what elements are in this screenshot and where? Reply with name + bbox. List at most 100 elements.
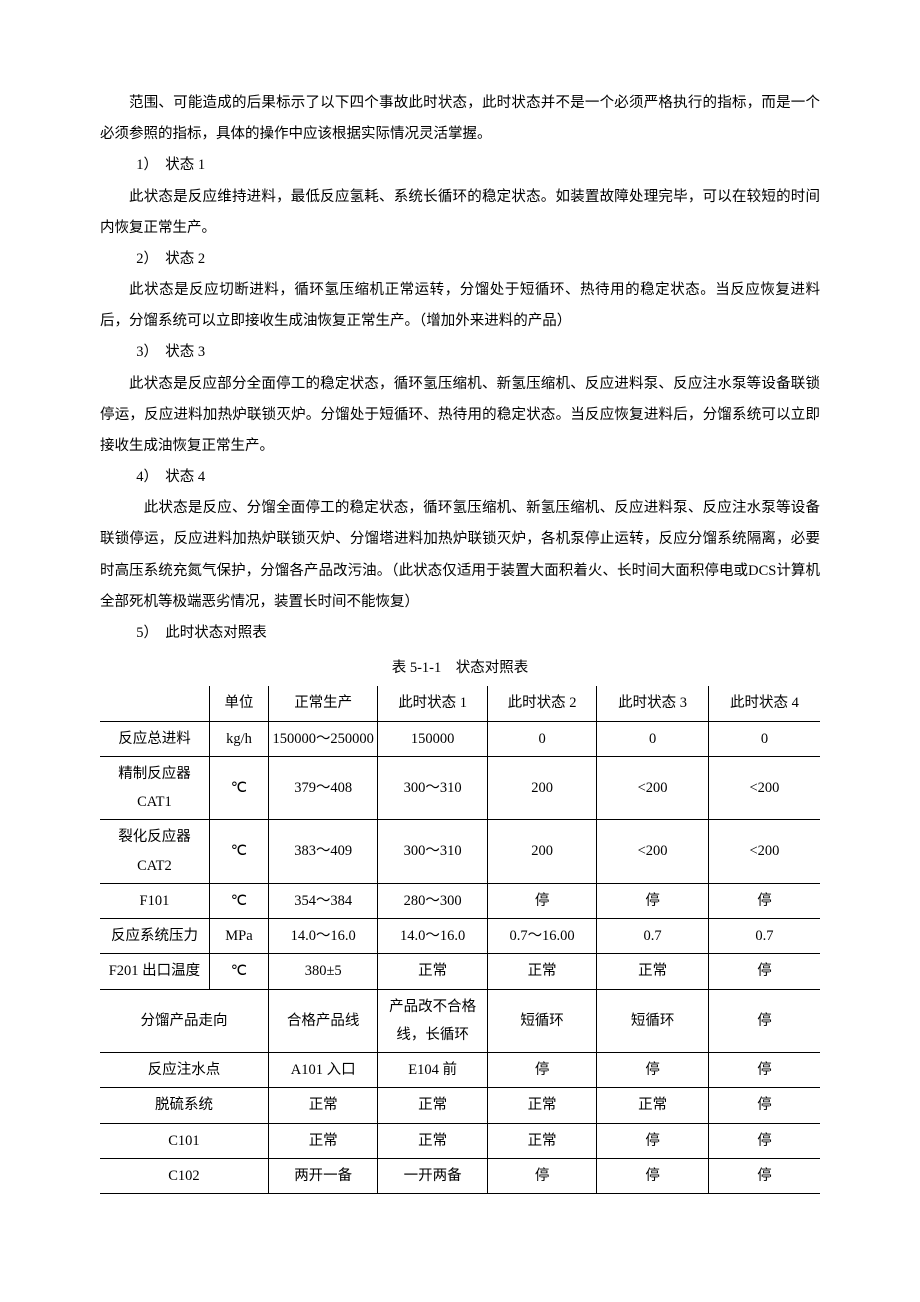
table-cell: 正常: [378, 954, 487, 989]
header-normal: 正常生产: [268, 686, 377, 721]
table-cell: 正常: [597, 954, 709, 989]
header-state2: 此时状态 2: [487, 686, 596, 721]
table-cell: 精制反应器CAT1: [100, 756, 209, 820]
table-cell: 正常: [487, 1123, 596, 1158]
table-cell: 停: [597, 883, 709, 918]
table-cell: 0.7: [708, 919, 820, 954]
table-cell: 裂化反应器CAT2: [100, 820, 209, 884]
state1-body: 此状态是反应维持进料，最低反应氢耗、系统长循环的稳定状态。如装置故障处理完毕，可…: [100, 182, 820, 244]
state4-heading: 4） 状态 4: [100, 462, 820, 493]
table-cell: 14.0～16.0: [268, 919, 377, 954]
table-cell: kg/h: [209, 721, 268, 756]
table-cell-label: 脱硫系统: [100, 1088, 268, 1123]
table-row: 裂化反应器CAT2℃383～409300～310200<200<200: [100, 820, 820, 884]
table-cell: 正常: [487, 954, 596, 989]
table-row: C101正常正常正常停停: [100, 1123, 820, 1158]
table-cell-label: 反应注水点: [100, 1053, 268, 1088]
table-cell: 合格产品线: [268, 989, 377, 1053]
state2-body: 此状态是反应切断进料，循环氢压缩机正常运转，分馏处于短循环、热待用的稳定状态。当…: [100, 275, 820, 337]
table-cell: 正常: [378, 1088, 487, 1123]
header-blank: [100, 686, 209, 721]
table-cell: <200: [708, 820, 820, 884]
table-cell: 停: [487, 1053, 596, 1088]
table-cell: 正常: [487, 1088, 596, 1123]
table-cell: E104 前: [378, 1053, 487, 1088]
header-state3: 此时状态 3: [597, 686, 709, 721]
state2-heading: 2） 状态 2: [100, 244, 820, 275]
table-cell: 300～310: [378, 756, 487, 820]
table-cell-label: 分馏产品走向: [100, 989, 268, 1053]
table-cell: 产品改不合格线，长循环: [378, 989, 487, 1053]
table-cell: 300～310: [378, 820, 487, 884]
table-cell: 正常: [378, 1123, 487, 1158]
state5-heading: 5） 此时状态对照表: [100, 618, 820, 649]
table-row: F201 出口温度℃380±5正常正常正常停: [100, 954, 820, 989]
table-cell: 停: [597, 1053, 709, 1088]
table-row: 反应总进料kg/h150000～250000150000000: [100, 721, 820, 756]
table-cell: 停: [708, 1123, 820, 1158]
table-row: 脱硫系统正常正常正常正常停: [100, 1088, 820, 1123]
table-cell: ℃: [209, 954, 268, 989]
table-cell: 200: [487, 756, 596, 820]
table-cell: 短循环: [487, 989, 596, 1053]
table-cell: 150000～250000: [268, 721, 377, 756]
table-header-row: 单位 正常生产 此时状态 1 此时状态 2 此时状态 3 此时状态 4: [100, 686, 820, 721]
table-cell: A101 入口: [268, 1053, 377, 1088]
table-cell: 正常: [268, 1123, 377, 1158]
table-cell: 379～408: [268, 756, 377, 820]
table-cell: 停: [708, 1088, 820, 1123]
state4-body: 此状态是反应、分馏全面停工的稳定状态，循环氢压缩机、新氢压缩机、反应进料泵、反应…: [100, 493, 820, 618]
state1-heading: 1） 状态 1: [100, 150, 820, 181]
table-cell: 两开一备: [268, 1158, 377, 1193]
table-cell: F201 出口温度: [100, 954, 209, 989]
table-cell: 停: [597, 1158, 709, 1193]
table-cell: 0: [487, 721, 596, 756]
table-cell: 354～384: [268, 883, 377, 918]
table-cell: 0: [708, 721, 820, 756]
table-cell: 一开两备: [378, 1158, 487, 1193]
table-cell: 停: [708, 954, 820, 989]
table-cell: 停: [487, 883, 596, 918]
table-cell: <200: [597, 756, 709, 820]
table-cell: 停: [597, 1123, 709, 1158]
table-cell: 反应系统压力: [100, 919, 209, 954]
state3-heading: 3） 状态 3: [100, 337, 820, 368]
table-cell: 0: [597, 721, 709, 756]
table-cell: <200: [597, 820, 709, 884]
table-cell: <200: [708, 756, 820, 820]
table-cell: ℃: [209, 820, 268, 884]
table-cell: 0.7: [597, 919, 709, 954]
table-cell-label: C101: [100, 1123, 268, 1158]
table-cell: 280～300: [378, 883, 487, 918]
table-cell: 0.7～16.00: [487, 919, 596, 954]
table-row: 精制反应器CAT1℃379～408300～310200<200<200: [100, 756, 820, 820]
table-cell: 停: [708, 883, 820, 918]
table-cell: F101: [100, 883, 209, 918]
header-state1: 此时状态 1: [378, 686, 487, 721]
table-cell: 14.0～16.0: [378, 919, 487, 954]
table-cell: 停: [487, 1158, 596, 1193]
header-unit: 单位: [209, 686, 268, 721]
table-cell: 正常: [268, 1088, 377, 1123]
table-row: C102两开一备一开两备停停停: [100, 1158, 820, 1193]
table-row: 反应注水点A101 入口E104 前停停停: [100, 1053, 820, 1088]
table-cell: MPa: [209, 919, 268, 954]
table-row: 分馏产品走向合格产品线产品改不合格线，长循环短循环短循环停: [100, 989, 820, 1053]
header-state4: 此时状态 4: [708, 686, 820, 721]
table-row: F101℃354～384280～300停停停: [100, 883, 820, 918]
table-cell: 200: [487, 820, 596, 884]
table-cell: 380±5: [268, 954, 377, 989]
table-cell: 短循环: [597, 989, 709, 1053]
table-cell: 150000: [378, 721, 487, 756]
intro-paragraph: 范围、可能造成的后果标示了以下四个事故此时状态，此时状态并不是一个必须严格执行的…: [100, 88, 820, 150]
table-cell: 正常: [597, 1088, 709, 1123]
table-cell: 停: [708, 989, 820, 1053]
table-cell: ℃: [209, 756, 268, 820]
table-row: 反应系统压力MPa14.0～16.014.0～16.00.7～16.000.70…: [100, 919, 820, 954]
table-caption: 表 5-1-1 状态对照表: [100, 653, 820, 684]
table-cell: 反应总进料: [100, 721, 209, 756]
table-cell: ℃: [209, 883, 268, 918]
state3-body: 此状态是反应部分全面停工的稳定状态，循环氢压缩机、新氢压缩机、反应进料泵、反应注…: [100, 369, 820, 463]
state-comparison-table: 单位 正常生产 此时状态 1 此时状态 2 此时状态 3 此时状态 4 反应总进…: [100, 686, 820, 1194]
table-cell: 383～409: [268, 820, 377, 884]
